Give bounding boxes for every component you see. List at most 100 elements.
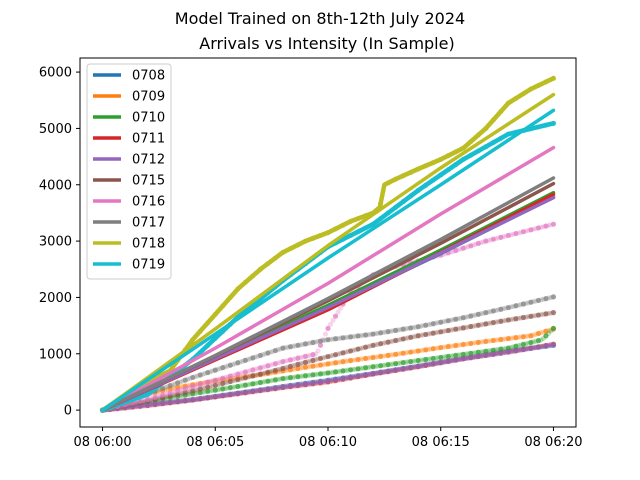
arrival-point (483, 348, 489, 354)
arrival-point (483, 338, 489, 344)
arrival-point (290, 356, 296, 362)
intensity-lines-layer (100, 76, 556, 413)
arrival-point (170, 399, 176, 405)
arrival-point (425, 346, 431, 353)
arrival-point (508, 304, 514, 310)
y-tick-label: 5000 (39, 122, 72, 137)
arrival-point (215, 382, 221, 388)
arrival-point (230, 391, 236, 397)
arrival-point (182, 386, 188, 392)
arrival-point (370, 364, 376, 370)
arrival-point (530, 299, 537, 305)
arrival-point (463, 341, 469, 347)
arrival-point (332, 313, 339, 319)
arrival-point (448, 317, 454, 323)
arrival-point (515, 230, 521, 236)
arrival-point (350, 357, 356, 363)
arrival-point (312, 339, 319, 345)
x-tick-label: 08 06:20 (524, 435, 582, 450)
arrival-point (325, 337, 331, 343)
chart-subtitle: Arrivals vs Intensity (In Sample) (199, 34, 454, 53)
arrival-point (257, 365, 263, 371)
arrival-point (528, 313, 534, 319)
arrival-point (265, 369, 271, 375)
arrival-point (335, 359, 341, 365)
arrival-point (305, 380, 311, 387)
arrival-point (380, 329, 386, 336)
arrival-point (415, 324, 421, 330)
x-tick-label: 08 06:00 (73, 435, 131, 450)
arrival-point (470, 242, 476, 248)
arrival-point (325, 361, 331, 367)
arrival-point (350, 333, 356, 340)
arrival-point (327, 360, 334, 367)
arrival-point (550, 294, 557, 300)
arrival-point (337, 305, 344, 311)
legend-label-0715: 0715 (132, 174, 165, 189)
arrival-point (340, 368, 346, 374)
arrival-point (302, 364, 309, 370)
arrival-point (267, 378, 273, 384)
arrival-point (192, 374, 198, 380)
arrival-point (490, 236, 496, 242)
arrival-point (152, 401, 158, 407)
arrival-point (380, 362, 386, 368)
arrival-point (438, 329, 444, 335)
arrival-point (342, 367, 349, 374)
arrival-point (493, 319, 499, 325)
arrival-point (400, 366, 406, 372)
arrival-point (515, 347, 521, 354)
arrival-point (252, 388, 258, 394)
arrival-point (523, 314, 529, 320)
arrival-point (418, 332, 424, 338)
arrival-point (222, 374, 228, 381)
arrival-point (543, 311, 549, 317)
arrival-point (423, 347, 429, 353)
arrival-point (538, 312, 544, 318)
arrival-point (453, 352, 459, 358)
arrival-point (378, 369, 384, 375)
arrival-point (245, 356, 251, 363)
arrival-point (317, 379, 324, 385)
arrival-point (335, 376, 341, 382)
arrival-point (340, 335, 346, 341)
arrival-point (257, 371, 263, 377)
arrival-point (275, 385, 281, 391)
arrival-point (453, 316, 459, 322)
arrival-point (290, 363, 296, 369)
arrival-point (455, 357, 461, 363)
arrival-point (365, 343, 371, 350)
arrival-point (430, 361, 436, 367)
arrival-point (485, 237, 491, 244)
arrival-point (335, 335, 341, 342)
arrival-point (373, 354, 379, 360)
arrival-point (468, 355, 474, 361)
arrival-point (545, 330, 552, 337)
arrival-point (365, 364, 371, 371)
arrival-point (393, 327, 399, 333)
arrival-point (267, 349, 273, 355)
arrival-point (207, 394, 213, 400)
arrival-point (445, 353, 451, 359)
arrival-point (393, 337, 399, 344)
arrival-point (227, 378, 233, 385)
arrival-point (490, 351, 496, 357)
arrival-point (190, 374, 196, 381)
arrival-point (478, 339, 484, 345)
arrival-point (373, 331, 379, 337)
arrival-point (418, 323, 424, 329)
arrival-point (475, 349, 481, 355)
arrival-point (252, 366, 258, 372)
arrival-point (245, 389, 251, 395)
arrival-point (305, 372, 311, 379)
arrival-point (395, 327, 401, 333)
arrival-point (508, 344, 514, 351)
arrival-point (237, 370, 243, 376)
arrival-point (355, 333, 361, 339)
arrival-point (543, 333, 549, 339)
arrival-point (205, 394, 211, 400)
arrival-point (530, 339, 537, 345)
arrival-point (538, 344, 544, 350)
arrival-point (455, 352, 461, 358)
